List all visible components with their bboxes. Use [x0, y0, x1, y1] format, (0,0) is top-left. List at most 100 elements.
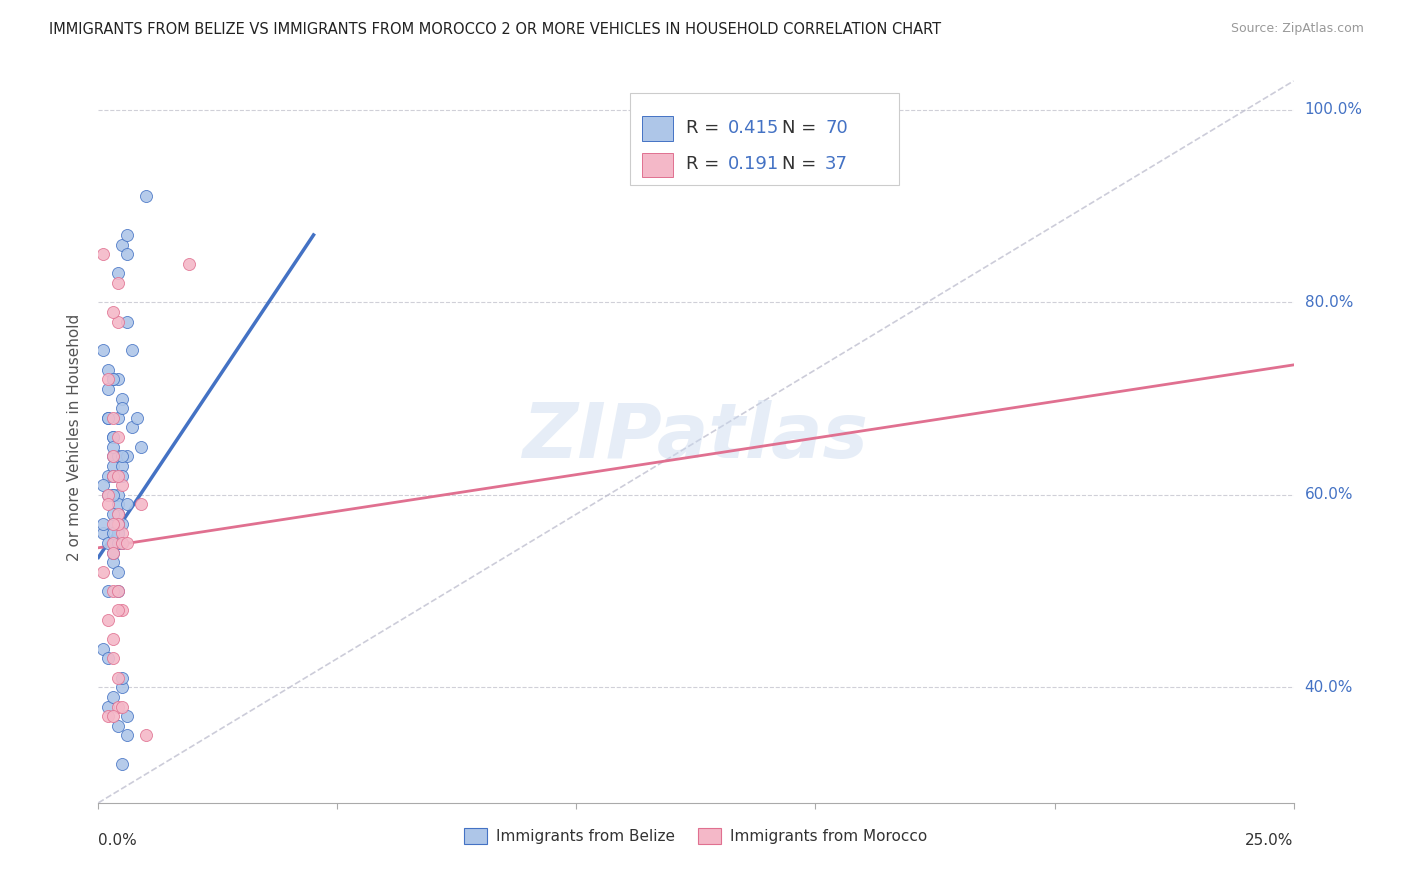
Point: [111, 681, 134, 695]
Point: [111, 237, 134, 252]
Point: [101, 468, 124, 483]
Point: [121, 343, 143, 358]
Point: [107, 536, 129, 550]
Point: [97, 584, 120, 599]
Point: [97, 410, 120, 425]
FancyBboxPatch shape: [630, 94, 900, 185]
Text: 40.0%: 40.0%: [1305, 680, 1353, 695]
Point: [101, 430, 124, 444]
Point: [101, 305, 124, 319]
Point: [101, 450, 124, 464]
Text: R =: R =: [686, 155, 725, 173]
Point: [131, 498, 153, 512]
Point: [101, 372, 124, 386]
Point: [107, 699, 129, 714]
Point: [111, 468, 134, 483]
Point: [115, 227, 138, 242]
Text: N =: N =: [782, 155, 823, 173]
Point: [101, 488, 124, 502]
Point: [107, 719, 129, 733]
Point: [125, 410, 148, 425]
Point: [97, 613, 120, 627]
Text: 37: 37: [825, 155, 848, 173]
Point: [101, 555, 124, 569]
Point: [111, 536, 134, 550]
Point: [107, 372, 129, 386]
Point: [101, 709, 124, 723]
Point: [101, 410, 124, 425]
Point: [101, 545, 124, 559]
Point: [97, 699, 120, 714]
Point: [91, 565, 114, 579]
Point: [101, 651, 124, 665]
Text: 100.0%: 100.0%: [1305, 103, 1362, 118]
Point: [107, 507, 129, 521]
Point: [97, 468, 120, 483]
Point: [107, 276, 129, 290]
Point: [107, 507, 129, 521]
Point: [101, 516, 124, 531]
Text: 60.0%: 60.0%: [1305, 487, 1353, 502]
Point: [115, 728, 138, 742]
Point: [107, 507, 129, 521]
Point: [91, 247, 114, 261]
Point: [101, 458, 124, 473]
Point: [107, 603, 129, 617]
FancyBboxPatch shape: [643, 153, 673, 178]
Point: [101, 536, 124, 550]
Point: [111, 478, 134, 492]
Point: [111, 671, 134, 685]
Point: [111, 526, 134, 541]
Point: [115, 450, 138, 464]
Point: [107, 498, 129, 512]
Point: [101, 632, 124, 647]
Point: [107, 565, 129, 579]
Point: [97, 410, 120, 425]
Point: [111, 603, 134, 617]
FancyBboxPatch shape: [643, 116, 673, 141]
Point: [131, 440, 153, 454]
Point: [101, 440, 124, 454]
Point: [91, 526, 114, 541]
Point: [107, 267, 129, 281]
Point: [97, 651, 120, 665]
Point: [179, 257, 201, 271]
Point: [107, 516, 129, 531]
Text: 25.0%: 25.0%: [1246, 833, 1294, 848]
Text: IMMIGRANTS FROM BELIZE VS IMMIGRANTS FROM MOROCCO 2 OR MORE VEHICLES IN HOUSEHOL: IMMIGRANTS FROM BELIZE VS IMMIGRANTS FRO…: [49, 22, 942, 37]
Point: [107, 584, 129, 599]
Point: [115, 315, 138, 329]
Point: [111, 401, 134, 416]
Text: N =: N =: [782, 119, 823, 136]
Point: [101, 507, 124, 521]
Text: 70: 70: [825, 119, 848, 136]
Text: 80.0%: 80.0%: [1305, 295, 1353, 310]
Point: [121, 420, 143, 434]
Point: [101, 526, 124, 541]
Point: [107, 488, 129, 502]
Point: [101, 430, 124, 444]
Point: [111, 757, 134, 772]
Point: [97, 382, 120, 396]
Point: [107, 450, 129, 464]
Point: [101, 584, 124, 599]
Point: [107, 410, 129, 425]
Point: [101, 690, 124, 704]
Point: [97, 498, 120, 512]
Point: [101, 545, 124, 559]
Point: [111, 516, 134, 531]
Point: [135, 728, 157, 742]
Y-axis label: 2 or more Vehicles in Household: 2 or more Vehicles in Household: [67, 313, 83, 561]
Point: [107, 671, 129, 685]
Point: [101, 450, 124, 464]
Point: [97, 488, 120, 502]
Point: [91, 516, 114, 531]
Point: [107, 430, 129, 444]
Point: [107, 526, 129, 541]
Text: 0.415: 0.415: [728, 119, 779, 136]
Text: 0.0%: 0.0%: [98, 833, 138, 848]
Point: [91, 343, 114, 358]
Point: [97, 536, 120, 550]
Point: [111, 536, 134, 550]
Text: 0.191: 0.191: [728, 155, 779, 173]
